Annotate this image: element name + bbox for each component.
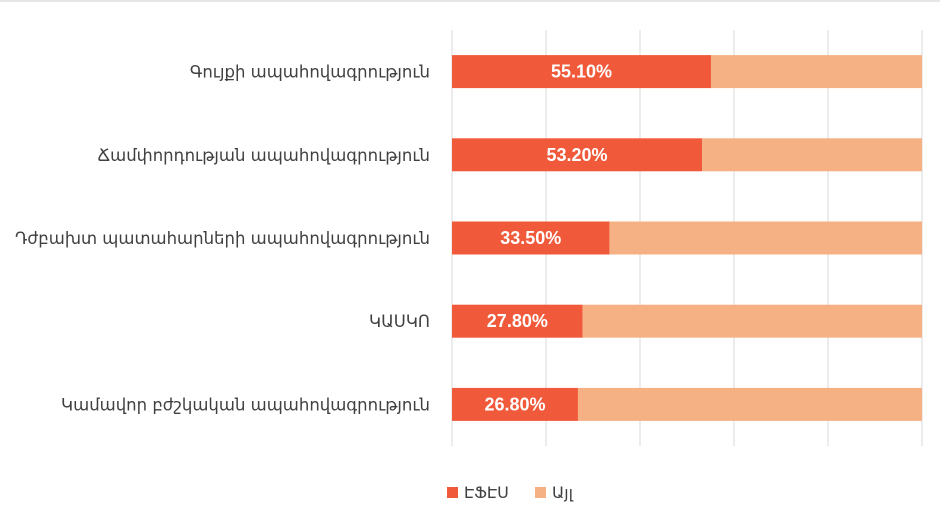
bar-segment-other [702,138,922,172]
top-divider [0,0,940,2]
bar-segment-efes [452,55,711,89]
bar-segment-other [577,387,922,421]
category-label: Գույքի ապահովագրություն [190,63,430,82]
legend-swatch [447,487,458,498]
legend-label: Այլ [552,483,574,502]
category-label: ԿԱՍԿՈ [369,312,430,331]
bar-segment-efes [452,138,703,172]
bar-segment-efes [452,304,583,338]
bar-segment-other [582,304,922,338]
legend-label: ԷՖԷՍ [464,483,509,502]
category-label: Դժբախտ պատահարների ապահովագրություն [15,229,430,248]
data-label: 33.50% [500,228,561,248]
data-label: 27.80% [487,311,548,331]
category-label: Ճամփորդության ապահովագրություն [97,146,430,165]
data-label: 55.10% [551,62,612,82]
bar-segment-other [609,221,922,255]
category-label: Կամավոր բժշկական ապահովագրություն [61,395,430,414]
legend-swatch [535,487,546,498]
bar-segment-efes [452,221,610,255]
bar-segment-other [710,55,922,89]
data-label: 53.20% [546,145,607,165]
data-label: 26.80% [484,394,545,414]
bar-segment-efes [452,387,578,421]
